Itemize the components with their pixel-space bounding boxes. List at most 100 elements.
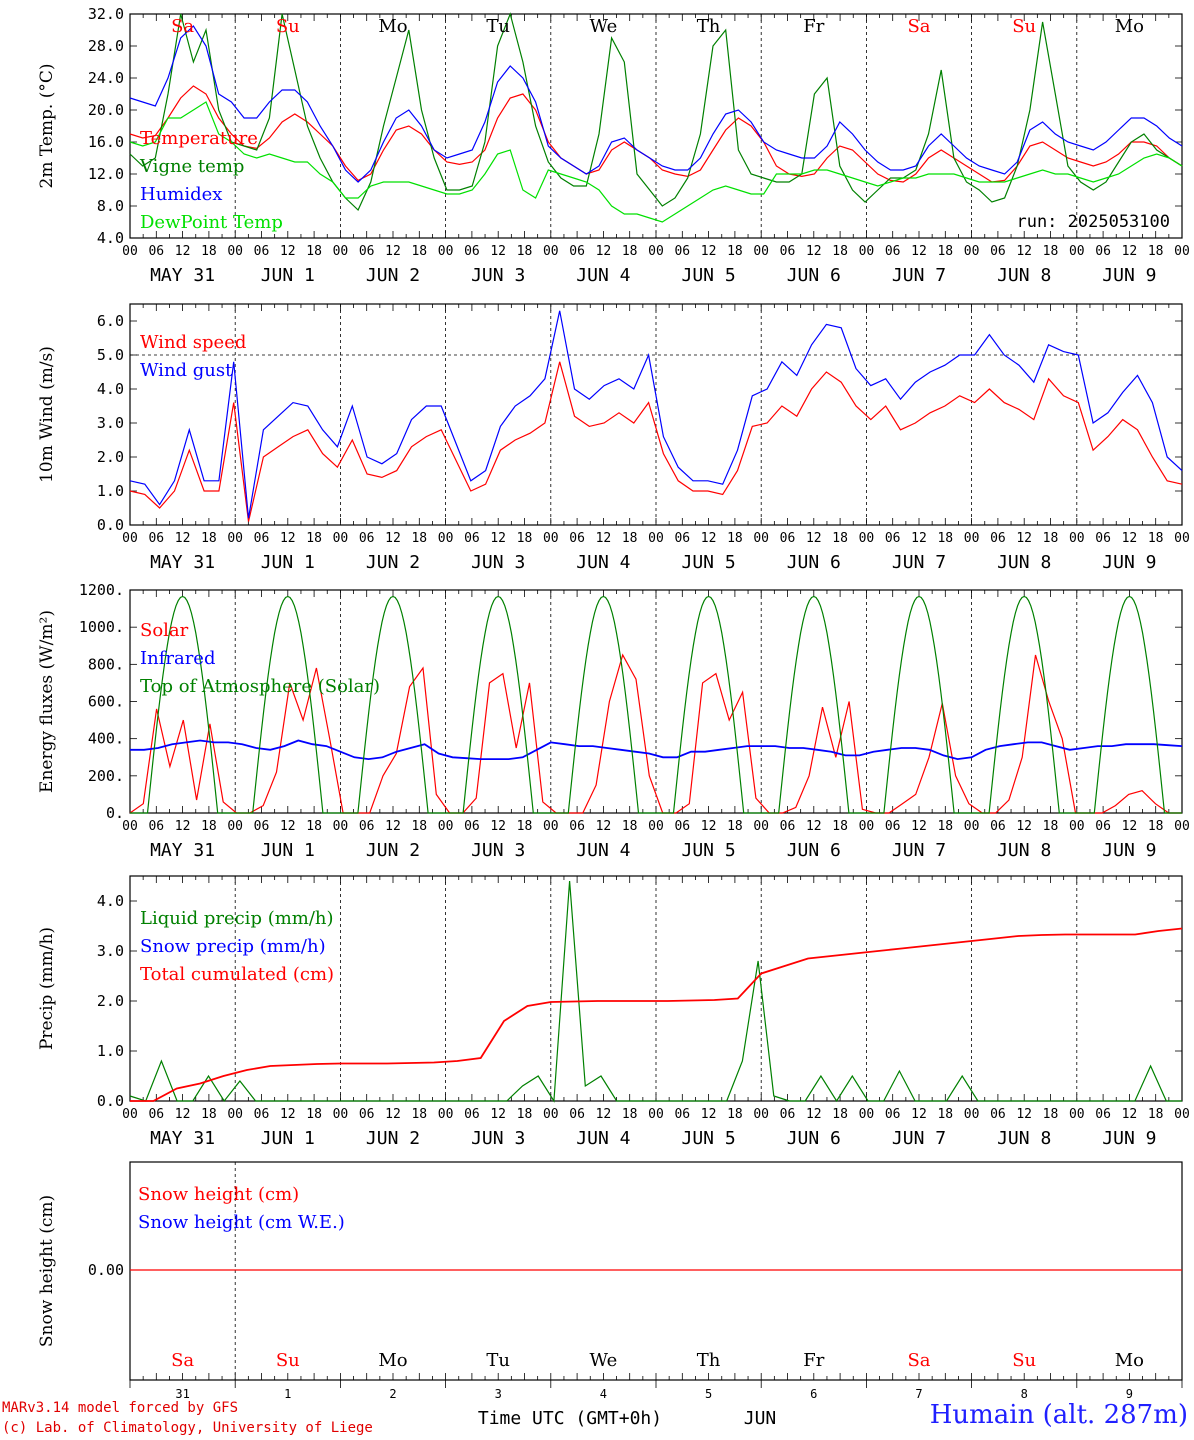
date-label: JUN 6 [787,1128,841,1149]
hour-tick-label: 00 [1069,244,1085,259]
date-label: JUN 8 [997,265,1051,286]
legend-entry: Temperature [140,128,258,149]
hour-tick-label: 00 [543,819,559,834]
hour-tick-label: 00 [438,1107,454,1122]
series-line-wind-1 [129,310,1183,519]
y-tick-label: 20.0 [88,101,124,119]
legend-entry: Solar [140,620,189,641]
hour-tick-label: 18 [517,819,533,834]
hour-tick-label: 18 [832,1107,848,1122]
day-name-label: Su [276,16,300,37]
hour-tick-label: 06 [464,531,480,546]
hour-tick-label: 06 [990,1107,1006,1122]
legend-entry: Vigne temp [139,156,244,177]
hour-tick-label: 00 [227,531,243,546]
y-tick-label: 16.0 [88,133,124,151]
series-line-temp-0 [129,85,1183,183]
y-tick-label: 2.0 [97,448,124,466]
series-line-precip-2 [130,927,1183,1102]
day-number-label: 3 [495,1387,502,1401]
legend-entry: Humidex [140,184,222,205]
date-label: JUN 4 [576,840,630,861]
date-label: JUN 8 [997,840,1051,861]
hour-tick-label: 06 [569,819,585,834]
date-label: JUN 2 [366,840,420,861]
run-label: run: 2025053100 [1016,212,1170,232]
hour-tick-label: 00 [227,1107,243,1122]
hour-tick-label: 12 [911,244,927,259]
hour-tick-label: 12 [596,819,612,834]
y-tick-label: 0.00 [88,1261,124,1279]
hour-tick-label: 12 [806,819,822,834]
hour-tick-label: 18 [622,244,638,259]
day-number-label: 5 [705,1387,712,1401]
plot-frame [129,589,1183,814]
date-label: JUN 8 [997,552,1051,573]
hour-tick-label: 00 [438,819,454,834]
panel-wind [129,303,1183,526]
day-name-label: Fr [803,1350,824,1371]
hour-tick-label: 18 [937,819,953,834]
date-label: JUN 1 [261,840,315,861]
hour-tick-label: 12 [1016,1107,1032,1122]
day-name-label: Fr [803,16,824,37]
date-label: JUN 7 [892,1128,946,1149]
hour-tick-label: 00 [648,244,664,259]
hour-tick-label: 06 [1095,244,1111,259]
day-name-label: Sa [171,16,194,37]
hour-tick-label: 18 [306,1107,322,1122]
hour-tick-label: 06 [359,531,375,546]
hour-tick-label: 12 [1016,819,1032,834]
date-label: JUN 3 [471,1128,525,1149]
hour-tick-label: 06 [990,819,1006,834]
hour-tick-label: 18 [1043,531,1059,546]
panel-precip [129,875,1183,1103]
hour-tick-label: 00 [648,531,664,546]
hour-tick-label: 06 [674,1107,690,1122]
y-tick-label: 400. [88,730,124,748]
hour-tick-label: 00 [753,1107,769,1122]
y-tick-label: 1.0 [97,1042,124,1060]
hour-tick-label: 18 [622,1107,638,1122]
hour-tick-label: 00 [753,531,769,546]
hour-tick-label: 12 [280,1107,296,1122]
date-label: JUN 4 [576,1128,630,1149]
hour-tick-label: 18 [1148,531,1164,546]
hour-tick-label: 06 [990,531,1006,546]
hour-tick-label: 18 [306,819,322,834]
day-name-label: Su [1012,16,1036,37]
hour-tick-label: 00 [964,531,980,546]
hour-tick-label: 06 [1095,531,1111,546]
hour-tick-label: 00 [438,531,454,546]
date-label: JUN 2 [366,552,420,573]
day-number-label: 7 [915,1387,922,1401]
hour-tick-label: 06 [569,1107,585,1122]
hour-tick-label: 18 [727,531,743,546]
hour-tick-label: 12 [280,819,296,834]
hour-tick-label: 06 [569,244,585,259]
hour-tick-label: 00 [1069,819,1085,834]
hour-tick-label: 12 [701,531,717,546]
y-tick-label: 0.0 [97,516,124,534]
hour-tick-label: 12 [490,244,506,259]
series-line-temp-1 [129,12,1183,212]
day-number-label: 9 [1126,1387,1133,1401]
date-label: MAY 31 [150,840,215,861]
hour-tick-label: 18 [832,819,848,834]
hour-tick-label: 18 [727,244,743,259]
hour-tick-label: 18 [411,1107,427,1122]
date-label: JUN 4 [576,552,630,573]
hour-tick-label: 06 [254,1107,270,1122]
hour-tick-label: 12 [280,531,296,546]
hour-tick-label: 00 [1069,531,1085,546]
y-tick-label: 2.0 [97,992,124,1010]
date-label: JUN 5 [682,552,736,573]
station-name: Humain (alt. 287m) [929,1400,1188,1430]
hour-tick-label: 18 [727,1107,743,1122]
hour-tick-label: 06 [148,819,164,834]
panel-snow [129,1161,1183,1388]
hour-tick-label: 12 [1122,531,1138,546]
day-number-label: 31 [175,1387,189,1401]
date-label: MAY 31 [150,552,215,573]
hour-tick-label: 12 [385,1107,401,1122]
